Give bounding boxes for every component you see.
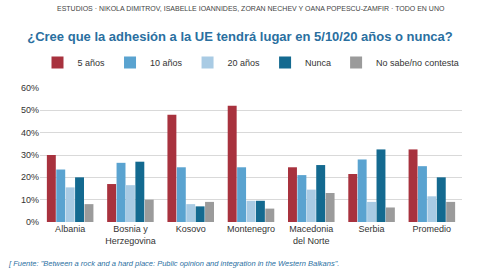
svg-text:[ Fuente: "Between a rock and: [ Fuente: "Between a rock and a hard pla… [8, 259, 339, 268]
svg-text:ESTUDIOS · NIKOLA DIMITROV, IS: ESTUDIOS · NIKOLA DIMITROV, ISABELLE IOA… [57, 5, 445, 12]
svg-text:Promedio: Promedio [413, 224, 452, 234]
svg-text:60%: 60% [21, 83, 39, 93]
svg-text:20 años: 20 años [228, 58, 261, 68]
svg-text:Albania: Albania [55, 224, 85, 234]
svg-text:30%: 30% [21, 150, 39, 160]
svg-text:Macedoniadel Norte: Macedoniadel Norte [289, 224, 333, 246]
svg-text:Bosnia yHerzegovina: Bosnia yHerzegovina [105, 224, 156, 246]
svg-text:Kosovo: Kosovo [176, 224, 206, 234]
svg-text:10%: 10% [21, 195, 39, 205]
svg-text:Montenegro: Montenegro [227, 224, 275, 234]
svg-text:10 años: 10 años [150, 58, 183, 68]
svg-text:50%: 50% [21, 105, 39, 115]
svg-text:No sabe/no contesta: No sabe/no contesta [376, 58, 459, 68]
svg-text:Nunca: Nunca [305, 58, 331, 68]
svg-text:Serbia: Serbia [359, 224, 385, 234]
svg-text:20%: 20% [21, 172, 39, 182]
svg-text:40%: 40% [21, 128, 39, 138]
svg-text:¿Cree que la adhesión a la UE: ¿Cree que la adhesión a la UE tendrá lug… [27, 29, 453, 44]
svg-text:5 años: 5 años [78, 58, 106, 68]
svg-text:0%: 0% [26, 217, 39, 227]
